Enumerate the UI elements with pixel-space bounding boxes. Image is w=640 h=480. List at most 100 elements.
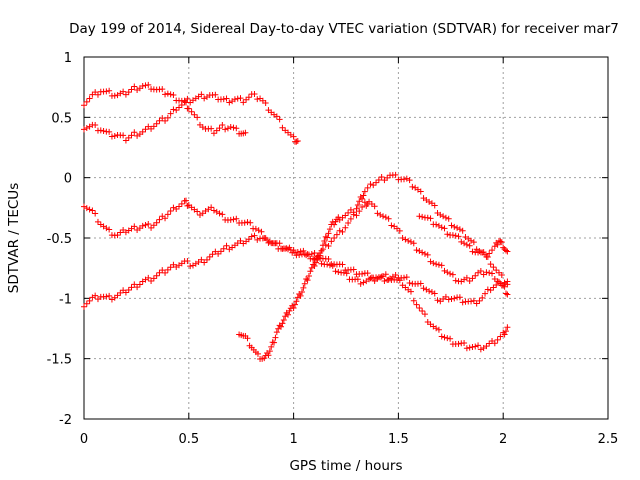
data-point bbox=[276, 240, 283, 247]
data-point bbox=[479, 294, 486, 301]
data-point bbox=[498, 239, 505, 246]
data-point bbox=[361, 188, 368, 195]
data-point bbox=[159, 115, 166, 122]
data-point bbox=[419, 213, 426, 220]
data-point bbox=[311, 262, 318, 269]
data-point bbox=[153, 219, 160, 226]
data-point bbox=[114, 232, 121, 239]
data-point bbox=[448, 222, 455, 229]
data-point bbox=[437, 211, 444, 218]
data-point bbox=[258, 228, 265, 235]
data-point bbox=[142, 82, 149, 89]
data-point bbox=[435, 261, 442, 268]
data-point bbox=[470, 239, 477, 246]
data-point bbox=[494, 336, 501, 343]
data-point bbox=[406, 177, 413, 184]
data-point bbox=[400, 274, 407, 281]
data-point bbox=[173, 206, 180, 213]
data-point bbox=[222, 126, 229, 133]
data-point bbox=[94, 218, 101, 225]
data-point bbox=[392, 272, 399, 279]
data-point bbox=[489, 247, 496, 254]
data-point bbox=[345, 209, 352, 216]
data-point bbox=[226, 99, 233, 106]
data-point bbox=[201, 259, 208, 266]
data-point bbox=[468, 237, 475, 244]
data-point bbox=[176, 203, 183, 210]
data-point bbox=[150, 123, 157, 130]
data-point bbox=[477, 346, 484, 353]
data-point bbox=[111, 92, 118, 99]
data-point bbox=[294, 248, 301, 255]
data-point bbox=[374, 210, 381, 217]
data-point bbox=[448, 295, 455, 302]
data-point bbox=[83, 205, 90, 212]
data-point bbox=[139, 128, 146, 135]
data-point bbox=[374, 275, 381, 282]
data-point bbox=[463, 345, 470, 352]
data-point bbox=[184, 202, 191, 209]
data-point bbox=[162, 117, 169, 124]
data-point bbox=[326, 226, 333, 233]
data-point bbox=[317, 249, 324, 256]
data-point bbox=[185, 105, 192, 112]
data-point bbox=[128, 86, 135, 93]
data-point bbox=[86, 297, 93, 304]
data-point bbox=[142, 221, 149, 228]
data-point bbox=[410, 297, 417, 304]
data-point bbox=[496, 237, 503, 244]
data-point bbox=[311, 249, 318, 256]
data-point bbox=[227, 123, 234, 130]
data-point bbox=[405, 237, 412, 244]
data-point bbox=[455, 340, 462, 347]
data-point bbox=[184, 258, 191, 265]
series-track-f bbox=[311, 198, 511, 298]
data-point bbox=[451, 223, 458, 230]
data-point bbox=[262, 100, 269, 107]
data-point bbox=[131, 129, 138, 136]
data-point bbox=[148, 224, 155, 231]
data-point bbox=[233, 215, 240, 222]
data-point bbox=[435, 326, 442, 333]
chart-title: Day 199 of 2014, Sidereal Day-to-day VTE… bbox=[69, 21, 619, 37]
data-point bbox=[111, 132, 118, 139]
data-point bbox=[491, 243, 498, 250]
data-point bbox=[296, 252, 303, 259]
data-point bbox=[128, 284, 135, 291]
data-point bbox=[433, 221, 440, 228]
data-point bbox=[444, 335, 451, 342]
data-point bbox=[178, 101, 185, 108]
data-point bbox=[266, 348, 273, 355]
data-point bbox=[297, 248, 304, 255]
data-point bbox=[266, 238, 273, 245]
data-point bbox=[303, 252, 310, 259]
data-point bbox=[150, 275, 157, 282]
data-point bbox=[117, 289, 124, 296]
data-point bbox=[343, 270, 350, 277]
data-point bbox=[83, 125, 90, 132]
data-point bbox=[122, 289, 129, 296]
data-point bbox=[427, 258, 434, 265]
data-point bbox=[167, 264, 174, 271]
data-point bbox=[261, 355, 268, 362]
data-point bbox=[301, 280, 308, 287]
data-point bbox=[234, 95, 241, 102]
data-point bbox=[426, 288, 433, 295]
data-point bbox=[237, 95, 244, 102]
data-point bbox=[416, 248, 423, 255]
data-point bbox=[219, 211, 226, 218]
axis-ticks bbox=[83, 56, 609, 420]
data-point bbox=[447, 270, 454, 277]
data-point bbox=[280, 317, 287, 324]
data-point bbox=[153, 120, 160, 127]
data-point bbox=[139, 222, 146, 229]
data-point bbox=[375, 177, 382, 183]
data-point bbox=[191, 111, 198, 118]
data-point bbox=[445, 215, 452, 222]
data-point bbox=[438, 224, 445, 231]
data-point bbox=[502, 290, 509, 297]
data-point bbox=[502, 247, 509, 254]
data-point bbox=[347, 215, 354, 222]
data-point bbox=[156, 216, 163, 223]
data-point bbox=[83, 300, 90, 307]
